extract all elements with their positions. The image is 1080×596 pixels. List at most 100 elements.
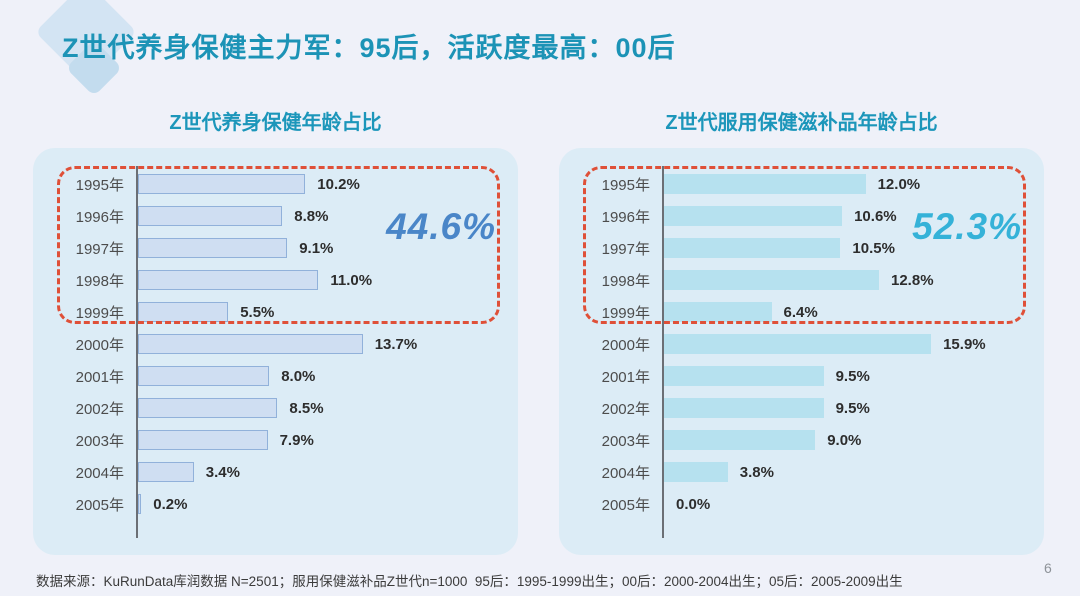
category-label: 2003年: [601, 432, 650, 450]
value-label: 12.0%: [877, 175, 921, 193]
value-label: 3.8%: [739, 463, 774, 481]
value-label: 5.5%: [240, 303, 275, 321]
bar: [664, 366, 824, 386]
bar-row: 1997年 9.1%: [33, 232, 518, 264]
bar: [138, 174, 306, 194]
bar: [664, 430, 816, 450]
category-label: 2000年: [601, 336, 650, 354]
highlight-percentage: 52.3%: [912, 206, 1022, 247]
y-axis-line: [662, 166, 664, 538]
bar: [138, 430, 268, 450]
category-label: 2005年: [601, 496, 650, 514]
value-label: 0.2%: [153, 495, 188, 513]
bar-rows: 1995年 10.2% 1996年 8.8% 1997年 9.1% 1998年 11.0% 19…: [33, 168, 518, 520]
bar-row: 1996年 8.8%: [33, 200, 518, 232]
category-label: 2004年: [75, 464, 124, 482]
category-label: 2005年: [75, 496, 124, 514]
right-chart-title: Z世代服用保健滋补品年龄占比: [665, 112, 938, 134]
category-label: 1996年: [75, 208, 124, 226]
bar-row: 2004年 3.8%: [559, 456, 1044, 488]
bar: [138, 398, 278, 418]
bar: [664, 206, 843, 226]
bar-rows: 1995年 12.0% 1996年 10.6% 1997年 10.5% 1998年 12.8%…: [559, 168, 1044, 520]
value-label: 8.8%: [294, 207, 329, 225]
page-title: Z世代养身保健主力军：95后，活跃度最高：00后: [62, 33, 676, 63]
bar-row: 1997年 10.5%: [559, 232, 1044, 264]
category-label: 1998年: [75, 272, 124, 290]
category-label: 1995年: [601, 176, 650, 194]
bar-row: 1998年 11.0%: [33, 264, 518, 296]
bar-row: 1995年 10.2%: [33, 168, 518, 200]
category-label: 1999年: [601, 304, 650, 322]
bar-row: 2003年 9.0%: [559, 424, 1044, 456]
left-chart-panel: 1995年 10.2% 1996年 8.8% 1997年 9.1% 1998年 11.0% 19…: [33, 148, 518, 555]
category-label: 2002年: [601, 400, 650, 418]
bar-row: 2001年 8.0%: [33, 360, 518, 392]
value-label: 13.7%: [374, 335, 418, 353]
bar: [138, 302, 229, 322]
bar: [138, 206, 283, 226]
bar-row: 2002年 9.5%: [559, 392, 1044, 424]
bar: [138, 462, 194, 482]
bar-row: 2005年 0.0%: [559, 488, 1044, 520]
bar: [664, 302, 772, 322]
value-label: 8.0%: [281, 367, 316, 385]
bar-row: 1995年 12.0%: [559, 168, 1044, 200]
bar-row: 2005年 0.2%: [33, 488, 518, 520]
bar: [664, 174, 866, 194]
bar-row: 1999年 5.5%: [33, 296, 518, 328]
bar: [664, 462, 728, 482]
value-label: 9.0%: [827, 431, 862, 449]
bar: [138, 270, 319, 290]
right-chart-panel: 1995年 12.0% 1996年 10.6% 1997年 10.5% 1998年 12.8%…: [559, 148, 1044, 555]
bar: [138, 494, 142, 514]
category-label: 2001年: [75, 368, 124, 386]
bar-row: 1996年 10.6%: [559, 200, 1044, 232]
bar-row: 2002年 8.5%: [33, 392, 518, 424]
bar: [138, 238, 288, 258]
highlight-percentage: 44.6%: [386, 206, 496, 247]
data-source-footnote: 数据来源：KuRunData库润数据 N=2501；服用保健滋补品Z世代n=10…: [36, 574, 903, 589]
value-label: 11.0%: [330, 271, 373, 289]
category-label: 1998年: [601, 272, 650, 290]
value-label: 9.1%: [299, 239, 334, 257]
category-label: 2001年: [601, 368, 650, 386]
left-chart-title: Z世代养身保健年龄占比: [169, 112, 382, 134]
bar-row: 2001年 9.5%: [559, 360, 1044, 392]
bar-row: 2003年 7.9%: [33, 424, 518, 456]
value-label: 7.9%: [279, 431, 314, 449]
bar-row: 2000年 15.9%: [559, 328, 1044, 360]
bar-row: 2000年 13.7%: [33, 328, 518, 360]
bar: [138, 366, 270, 386]
category-label: 1997年: [601, 240, 650, 258]
page-number: 6: [1044, 560, 1052, 576]
category-label: 1996年: [601, 208, 650, 226]
value-label: 10.6%: [854, 207, 897, 225]
value-label: 0.0%: [676, 495, 711, 513]
bar: [664, 398, 824, 418]
bar: [664, 334, 932, 354]
value-label: 12.8%: [891, 271, 934, 289]
category-label: 2003年: [75, 432, 124, 450]
bar: [664, 270, 879, 290]
category-label: 2000年: [75, 336, 124, 354]
bar: [138, 334, 363, 354]
value-label: 6.4%: [783, 303, 818, 321]
value-label: 3.4%: [205, 463, 240, 481]
category-label: 1997年: [75, 240, 124, 258]
value-label: 15.9%: [943, 335, 986, 353]
value-label: 8.5%: [289, 399, 324, 417]
bar-row: 2004年 3.4%: [33, 456, 518, 488]
bar-row: 1999年 6.4%: [559, 296, 1044, 328]
category-label: 1995年: [75, 176, 124, 194]
bar-row: 1998年 12.8%: [559, 264, 1044, 296]
value-label: 9.5%: [835, 367, 870, 385]
category-label: 1999年: [75, 304, 124, 322]
category-label: 2004年: [601, 464, 650, 482]
value-label: 10.2%: [317, 175, 360, 193]
value-label: 10.5%: [852, 239, 895, 257]
bar: [664, 238, 841, 258]
value-label: 9.5%: [835, 399, 870, 417]
y-axis-line: [136, 166, 138, 538]
